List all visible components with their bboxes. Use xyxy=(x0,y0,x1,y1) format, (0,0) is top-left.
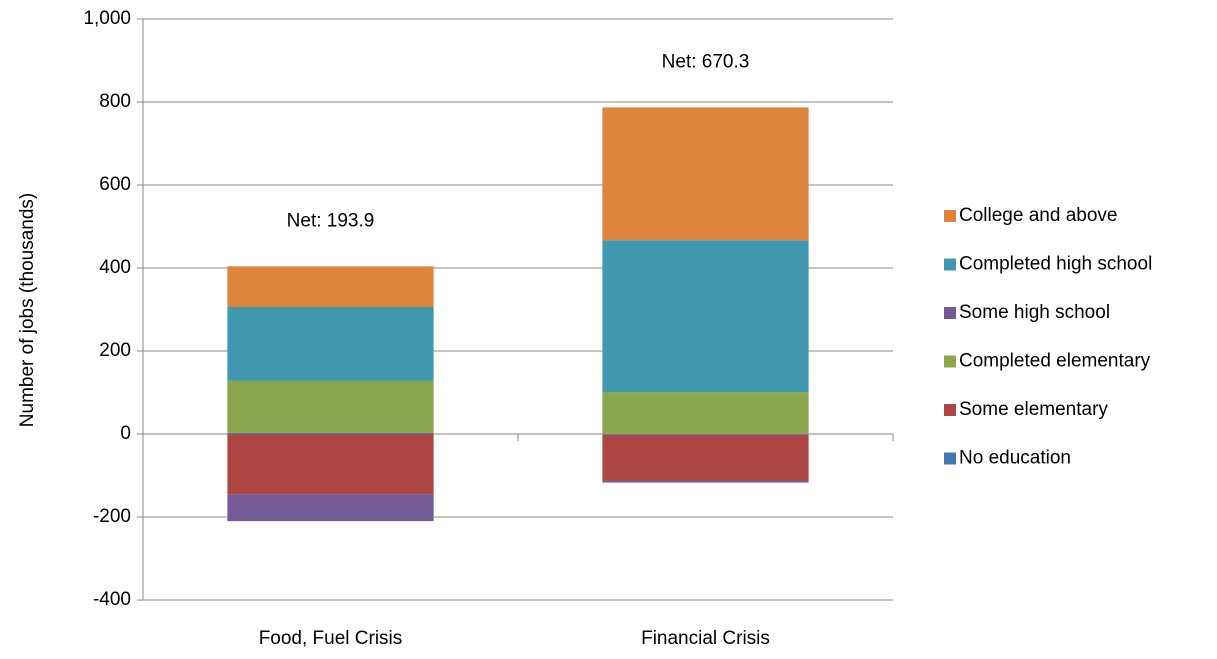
net-label: Net: 193.9 xyxy=(287,210,375,231)
bar-segment xyxy=(227,434,434,495)
bar-segment xyxy=(602,434,809,481)
y-axis-label: Number of jobs (thousands) xyxy=(17,193,38,427)
legend-swatch xyxy=(944,307,956,319)
bar-segment xyxy=(227,266,434,308)
y-tick-label: 1,000 xyxy=(83,8,131,29)
bar-segment xyxy=(602,107,809,241)
bar-segment xyxy=(602,480,809,483)
legend-label: Completed elementary xyxy=(959,351,1151,372)
x-tick-label: Financial Crisis xyxy=(641,628,770,649)
bar-segment xyxy=(227,494,434,522)
legend-label: Some high school xyxy=(959,302,1110,323)
legend-swatch xyxy=(944,452,956,465)
y-tick-label: 800 xyxy=(99,91,131,112)
legend-label: College and above xyxy=(959,205,1117,226)
legend-swatch xyxy=(944,355,956,368)
legend-swatch xyxy=(944,258,956,271)
y-tick-label: 600 xyxy=(99,174,131,195)
bar-segment xyxy=(602,240,809,393)
legend-label: Some elementary xyxy=(959,399,1108,420)
y-tick-label: 200 xyxy=(99,340,131,361)
y-tick-label: 0 xyxy=(120,423,131,444)
legend-label: Completed high school xyxy=(959,254,1152,275)
bar-segment xyxy=(227,380,434,433)
bar-segment xyxy=(602,434,809,435)
x-tick-label: Food, Fuel Crisis xyxy=(259,628,403,649)
bar-segment xyxy=(227,432,434,434)
y-tick-label: 400 xyxy=(99,257,131,278)
legend-label: No education xyxy=(959,448,1071,469)
y-tick-label: -200 xyxy=(93,506,131,527)
net-label: Net: 670.3 xyxy=(662,51,750,72)
y-tick-label: -400 xyxy=(93,589,131,610)
legend-swatch xyxy=(944,404,956,416)
bar-segment xyxy=(227,307,434,381)
bar-segment xyxy=(602,392,809,434)
legend-swatch xyxy=(944,210,956,222)
